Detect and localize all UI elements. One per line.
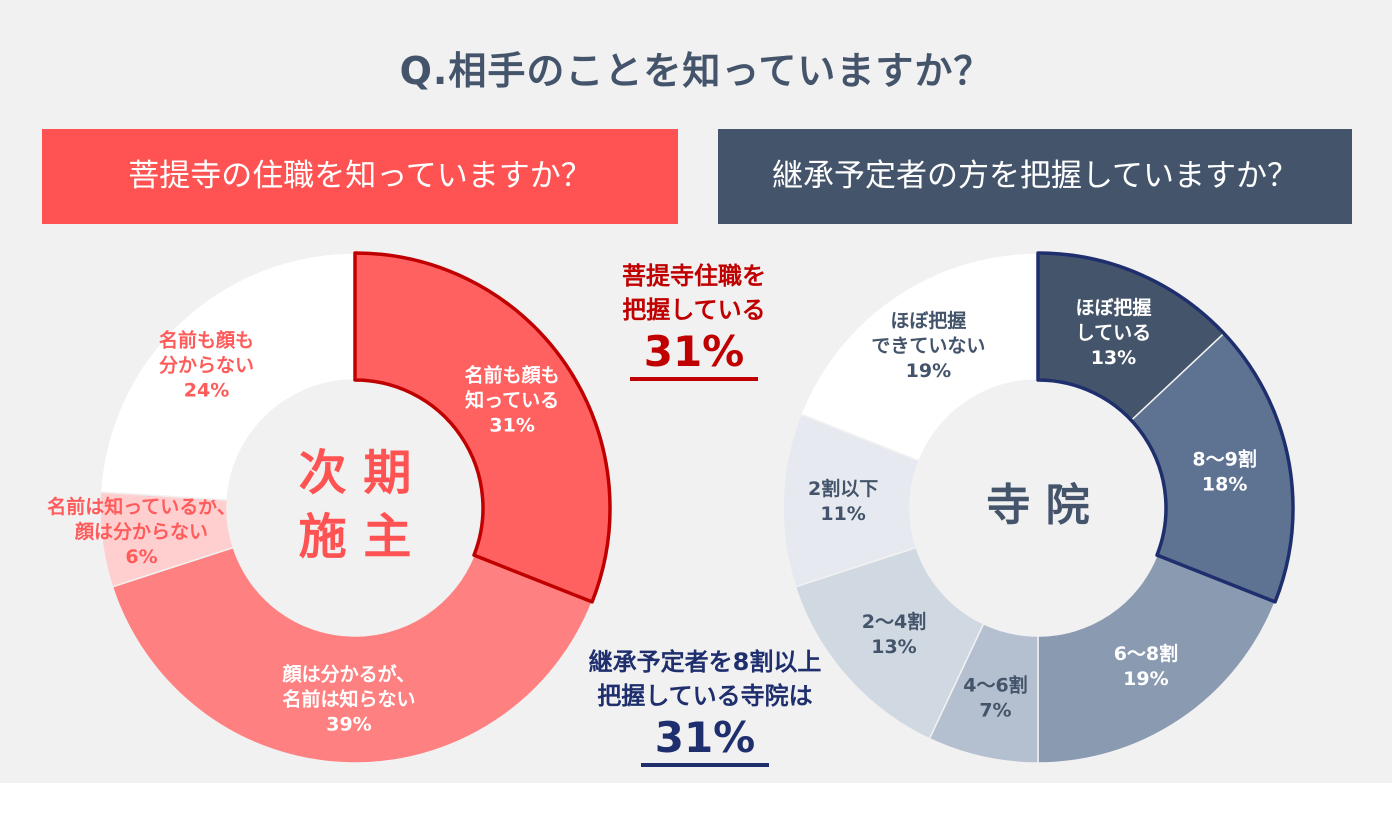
callout-priest-known: 菩提寺住職を 把握している 31% — [574, 259, 814, 381]
slice-category-label: 4～6割 — [963, 673, 1027, 696]
slice-category-label: 2～4割 — [862, 610, 926, 633]
slice-category-label: している — [1076, 322, 1151, 344]
banner-right: 継承予定者の方を把握していますか？ — [718, 129, 1352, 224]
slice-category-label: ほぼ把握 — [1075, 296, 1151, 319]
slice-category-label: 知っている — [465, 389, 559, 412]
slice-category-label: 分からない — [159, 354, 254, 376]
highlight-outline — [1036, 251, 1295, 604]
callout-successor-known: 継承予定者を8割以上 把握している寺院は 31% — [560, 645, 850, 767]
slice-category-label: 名前も顔も — [465, 364, 560, 387]
donut-chart-successor: 名前も顔も知っている31%顔は分かるが、名前は知らない39%名前は知っているが、… — [47, 251, 612, 764]
slice-value-label: 18% — [1202, 473, 1247, 495]
donut-slice — [1037, 554, 1277, 764]
donut-center-label: 次 期 — [299, 445, 412, 501]
callout-bottom-value: 31% — [640, 713, 770, 767]
slice-category-label: 顔は分かるが、 — [282, 662, 416, 685]
slice-value-label: 31% — [489, 415, 534, 437]
charts-canvas: 名前も顔も知っている31%顔は分かるが、名前は知らない39%名前は知っているが、… — [47, 251, 1295, 764]
slice-value-label: 19% — [906, 360, 951, 382]
callout-bottom-line1: 継承予定者を8割以上 — [588, 648, 822, 676]
slice-value-label: 24% — [184, 379, 229, 401]
page-title: Q.相手のことを知っていますか？ — [399, 49, 993, 93]
slice-category-label: ほぼ把握 — [890, 309, 966, 332]
callout-top-value: 31% — [629, 327, 759, 381]
slice-value-label: 11% — [820, 503, 865, 525]
callout-bottom-line2: 把握している寺院は — [597, 682, 813, 710]
slice-value-label: 19% — [1123, 668, 1168, 690]
highlight-outline — [353, 251, 612, 604]
slice-value-label: 13% — [1091, 347, 1136, 369]
slice-value-label: 13% — [871, 636, 916, 658]
slice-category-label: 名前は知らない — [282, 687, 415, 710]
callout-top-line2: 把握している — [622, 296, 766, 324]
slice-category-label: 顔は分からない — [74, 520, 208, 543]
callout-top-line1: 菩提寺住職を — [622, 262, 766, 290]
banner-left: 菩提寺の住職を知っていますか？ — [42, 129, 678, 224]
donut-slice — [799, 252, 1039, 462]
donut-center-label: 施 主 — [299, 509, 412, 565]
slice-value-label: 6% — [125, 546, 157, 568]
slice-value-label: 39% — [326, 713, 371, 735]
slice-category-label: 2割以下 — [808, 477, 878, 500]
donut-slice — [111, 546, 594, 764]
slice-value-label: 7% — [979, 699, 1011, 721]
donut-slice — [99, 252, 356, 501]
slice-category-label: 8～9割 — [1192, 447, 1256, 470]
donut-center-label: 寺 院 — [986, 480, 1089, 531]
slice-category-label: できていない — [871, 335, 985, 357]
slice-category-label: 名前も顔も — [159, 328, 254, 351]
slice-category-label: 6～8割 — [1114, 642, 1178, 665]
slice-category-label: 名前は知っているが、 — [47, 495, 236, 518]
